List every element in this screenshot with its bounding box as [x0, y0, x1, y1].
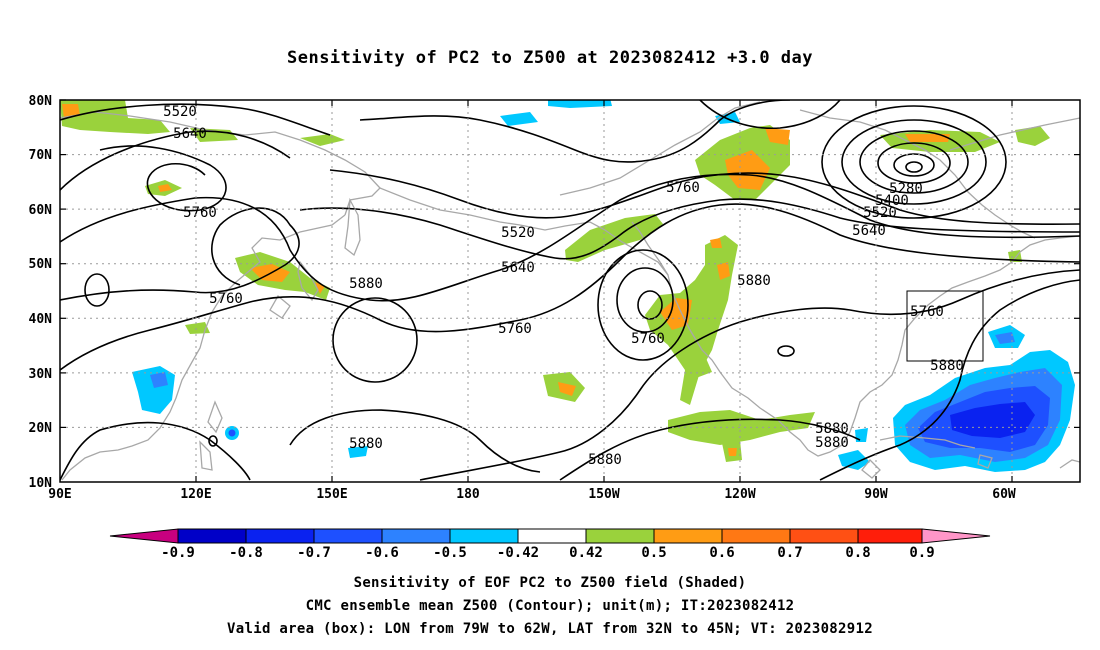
colorbar-label: -0.9 — [161, 545, 195, 561]
colorbar-label: 0.7 — [777, 545, 802, 561]
caption-line-1: Sensitivity of EOF PC2 to Z500 field (Sh… — [353, 575, 747, 591]
contour-label: 5640 — [501, 260, 535, 276]
lat-label: 80N — [29, 94, 53, 109]
lon-label: 150E — [316, 487, 347, 502]
colorbar-swatch — [653, 528, 723, 544]
colorbar-swatch — [109, 528, 179, 544]
contour-label: 5760 — [631, 331, 665, 347]
colorbar-swatch — [313, 528, 383, 544]
contour-label: 5520 — [863, 205, 897, 221]
longitude-labels: 90E 120E 150E 180 150W 120W 90W 60W — [48, 487, 1016, 502]
colorbar-label: -0.6 — [365, 545, 399, 561]
contour-label: 5280 — [889, 181, 923, 197]
colorbar-swatch — [381, 528, 451, 544]
lon-label: 90W — [864, 487, 888, 502]
colorbar-label: 0.6 — [709, 545, 734, 561]
colorbar-swatch — [245, 528, 315, 544]
colorbar-label: -0.42 — [497, 545, 539, 561]
lon-label: 180 — [456, 487, 480, 502]
contour-label: 5760 — [498, 321, 532, 337]
grid-lines — [60, 100, 1080, 482]
colorbar-swatch — [857, 528, 923, 544]
lon-label: 60W — [992, 487, 1016, 502]
contour-label: 5640 — [173, 126, 207, 142]
plot-title: Sensitivity of PC2 to Z500 at 2023082412… — [286, 48, 813, 68]
colorbar-label: 0.8 — [845, 545, 870, 561]
colorbar-labels: -0.9 -0.8 -0.7 -0.6 -0.5 -0.42 0.42 0.5 … — [161, 545, 935, 561]
colorbar-label: 0.42 — [569, 545, 603, 561]
negative-sensitivity-shading — [132, 100, 1075, 472]
contour-label: 5760 — [183, 205, 217, 221]
contour-label: 5880 — [815, 421, 849, 437]
coastlines — [60, 101, 1080, 481]
colorbar-label: 0.9 — [909, 545, 934, 561]
caption-line-3: Valid area (box): LON from 79W to 62W, L… — [227, 621, 873, 637]
lat-label: 40N — [29, 312, 53, 327]
contour-label: 5400 — [875, 193, 909, 209]
map-frame — [59, 99, 1081, 483]
colorbar-swatch — [789, 528, 859, 544]
contour-label: 5520 — [163, 104, 197, 120]
contour-label: 5880 — [930, 358, 964, 374]
lon-label: 90E — [48, 487, 71, 502]
latitude-labels: 80N 70N 60N 50N 40N 30N 20N 10N — [29, 94, 53, 491]
lat-label: 70N — [29, 148, 53, 163]
contour-label: 5880 — [588, 452, 622, 468]
valid-area-box — [906, 290, 984, 362]
contour-label: 5640 — [852, 223, 886, 239]
colorbar-swatch — [921, 528, 991, 544]
colorbar-label: -0.7 — [297, 545, 331, 561]
colorbar-label: -0.8 — [229, 545, 263, 561]
colorbar-swatch — [721, 528, 791, 544]
contour-label: 5760 — [666, 180, 700, 196]
contour-label: 5520 — [501, 225, 535, 241]
colorbar-swatch — [449, 528, 519, 544]
colorbar-label: 0.5 — [641, 545, 666, 561]
lat-label: 20N — [29, 421, 53, 436]
lat-label: 10N — [29, 476, 53, 491]
lat-label: 50N — [29, 257, 53, 272]
lat-label: 60N — [29, 203, 53, 218]
contour-labels: 5520 5640 5760 5760 5880 5880 5520 5640 … — [163, 104, 964, 468]
contour-label: 5760 — [209, 291, 243, 307]
colorbar — [109, 528, 991, 544]
lon-label: 120W — [724, 487, 755, 502]
caption-line-2: CMC ensemble mean Z500 (Contour); unit(m… — [305, 598, 795, 614]
lon-label: 120E — [180, 487, 211, 502]
colorbar-swatch — [177, 528, 247, 544]
contour-label: 5880 — [815, 435, 849, 451]
map-area: 5520 5640 5760 5760 5880 5880 5520 5640 … — [60, 100, 1080, 482]
contour-label: 5880 — [349, 276, 383, 292]
contour-label: 5880 — [349, 436, 383, 452]
colorbar-swatch — [585, 528, 655, 544]
colorbar-label: -0.5 — [433, 545, 467, 561]
axis-ticks — [60, 99, 1080, 482]
contour-label: 5760 — [910, 304, 944, 320]
colorbar-swatch — [517, 528, 587, 544]
lat-label: 30N — [29, 367, 53, 382]
contour-label: 5880 — [737, 273, 771, 289]
lon-label: 150W — [588, 487, 619, 502]
z500-contours — [60, 100, 1080, 481]
